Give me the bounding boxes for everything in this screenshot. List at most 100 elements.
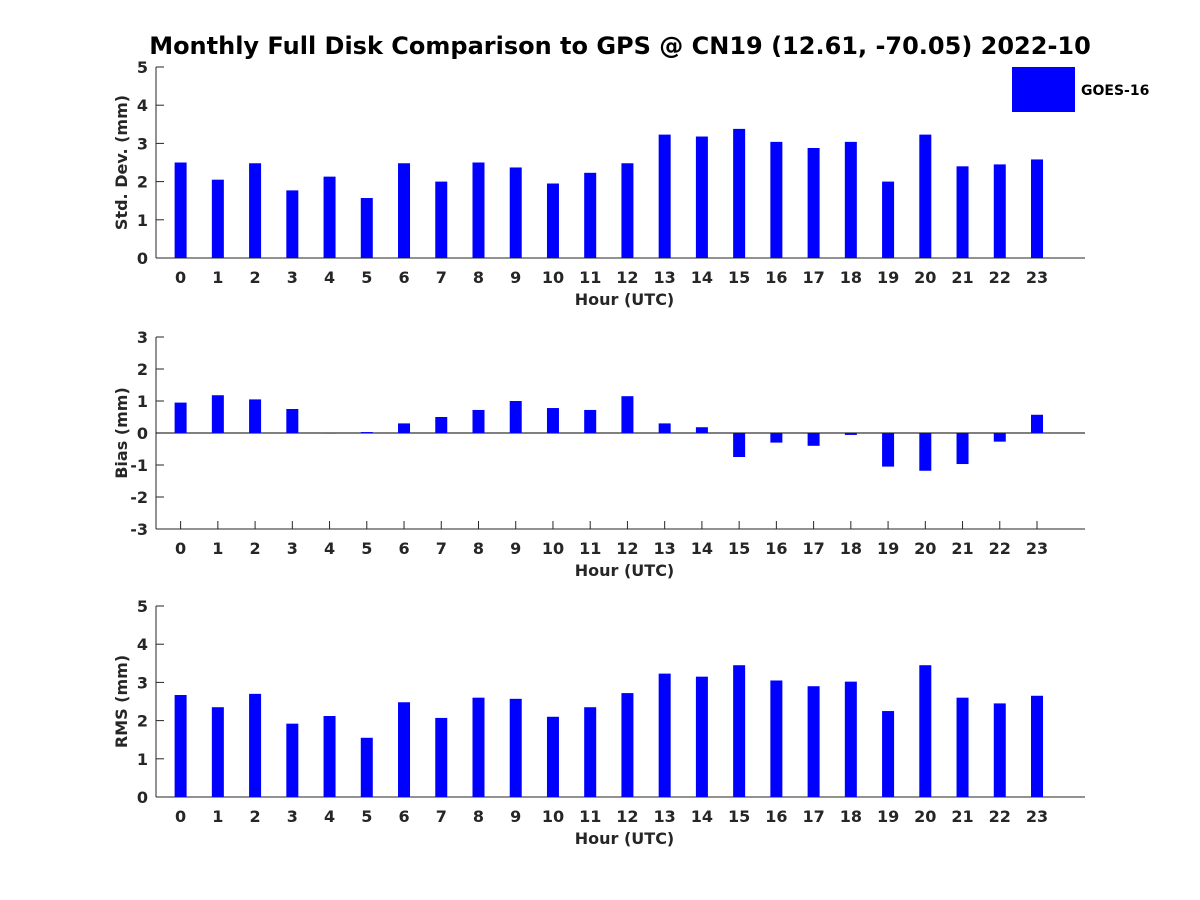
- x-tick-label: 22: [989, 807, 1011, 826]
- x-tick-label: 2: [250, 268, 261, 287]
- bar-hour-14: [695, 676, 708, 797]
- bar-hour-15: [733, 128, 746, 258]
- x-tick-label: 17: [802, 807, 824, 826]
- bar-hour-6: [398, 702, 411, 797]
- x-tick-label: 6: [398, 268, 409, 287]
- bar-hour-18: [844, 681, 857, 797]
- x-tick-label: 14: [691, 807, 713, 826]
- y-tick-label: 0: [137, 424, 148, 443]
- bar-hour-16: [770, 141, 783, 258]
- x-tick-label: 14: [691, 268, 713, 287]
- x-tick-label: 13: [654, 807, 676, 826]
- y-tick-label: 3: [137, 134, 148, 153]
- bar-hour-12: [621, 396, 634, 433]
- x-tick-label: 1: [212, 539, 223, 558]
- y-tick-label: 4: [137, 96, 148, 115]
- x-tick-label: 16: [765, 807, 787, 826]
- x-tick-label: 16: [765, 268, 787, 287]
- bar-hour-21: [956, 697, 969, 797]
- y-tick-label: 5: [137, 597, 148, 616]
- x-tick-label: 3: [287, 807, 298, 826]
- x-tick-label: 10: [542, 268, 564, 287]
- bar-hour-7: [435, 717, 448, 797]
- bar-hour-13: [658, 134, 671, 258]
- x-tick-label: 13: [654, 539, 676, 558]
- bar-hour-8: [472, 409, 485, 433]
- x-tick-label: 1: [212, 268, 223, 287]
- bar-hour-9: [509, 167, 522, 258]
- x-tick-label: 19: [877, 807, 899, 826]
- bar-hour-7: [435, 181, 448, 258]
- bar-hour-23: [1031, 159, 1044, 258]
- y-tick-label: -2: [130, 488, 148, 507]
- x-tick-label: 4: [324, 268, 335, 287]
- x-tick-label: 2: [250, 539, 261, 558]
- bar-hour-17: [807, 686, 820, 797]
- x-tick-label: 3: [287, 268, 298, 287]
- y-tick-label: 3: [137, 673, 148, 692]
- x-tick-label: 4: [324, 539, 335, 558]
- x-tick-label: 14: [691, 539, 713, 558]
- x-tick-label: 18: [840, 268, 862, 287]
- bar-hour-9: [509, 698, 522, 797]
- bar-hour-10: [546, 183, 559, 258]
- x-tick-label: 0: [175, 807, 186, 826]
- bar-hour-0: [174, 162, 187, 258]
- x-tick-label: 21: [951, 807, 973, 826]
- y-tick-label: 2: [137, 360, 148, 379]
- x-tick-label: 15: [728, 539, 750, 558]
- bar-hour-1: [211, 179, 224, 258]
- x-tick-label: 8: [473, 807, 484, 826]
- x-tick-label: 7: [436, 268, 447, 287]
- x-tick-label: 21: [951, 268, 973, 287]
- x-tick-label: 10: [542, 539, 564, 558]
- x-tick-label: 0: [175, 268, 186, 287]
- bar-hour-1: [211, 707, 224, 797]
- x-axis-label: Hour (UTC): [575, 290, 675, 309]
- bar-hour-13: [658, 423, 671, 433]
- x-tick-label: 19: [877, 268, 899, 287]
- bar-hour-4: [323, 716, 336, 797]
- x-tick-label: 16: [765, 539, 787, 558]
- bar-hour-8: [472, 162, 485, 258]
- chart-title: Monthly Full Disk Comparison to GPS @ CN…: [149, 32, 1091, 60]
- bar-hour-20: [919, 134, 932, 258]
- x-tick-label: 8: [473, 268, 484, 287]
- y-axis-label: RMS (mm): [112, 655, 131, 748]
- bar-hour-0: [174, 695, 187, 797]
- x-tick-label: 12: [616, 539, 638, 558]
- x-tick-label: 1: [212, 807, 223, 826]
- bar-hour-5: [360, 737, 373, 797]
- x-tick-label: 23: [1026, 539, 1048, 558]
- bar-hour-22: [993, 433, 1006, 442]
- bar-hour-17: [807, 433, 820, 446]
- x-tick-label: 17: [802, 268, 824, 287]
- x-tick-label: 20: [914, 268, 936, 287]
- x-axis-label: Hour (UTC): [575, 829, 675, 848]
- bar-hour-20: [919, 433, 932, 471]
- x-tick-label: 4: [324, 807, 335, 826]
- x-tick-label: 7: [436, 807, 447, 826]
- x-tick-label: 17: [802, 539, 824, 558]
- bar-hour-5: [360, 198, 373, 258]
- bar-hour-19: [882, 181, 895, 258]
- bar-hour-13: [658, 673, 671, 797]
- bar-hour-4: [323, 433, 336, 434]
- x-axis-label: Hour (UTC): [575, 561, 675, 580]
- y-tick-label: 3: [137, 328, 148, 347]
- x-tick-label: 0: [175, 539, 186, 558]
- bar-hour-11: [584, 707, 597, 797]
- bar-hour-10: [546, 408, 559, 433]
- x-tick-label: 21: [951, 539, 973, 558]
- x-tick-label: 5: [361, 807, 372, 826]
- y-tick-label: 5: [137, 58, 148, 77]
- x-tick-label: 6: [398, 539, 409, 558]
- x-tick-label: 8: [473, 539, 484, 558]
- bar-hour-23: [1031, 414, 1044, 433]
- y-axis-label: Bias (mm): [112, 387, 131, 479]
- bar-hour-6: [398, 423, 411, 433]
- bar-hour-14: [695, 136, 708, 258]
